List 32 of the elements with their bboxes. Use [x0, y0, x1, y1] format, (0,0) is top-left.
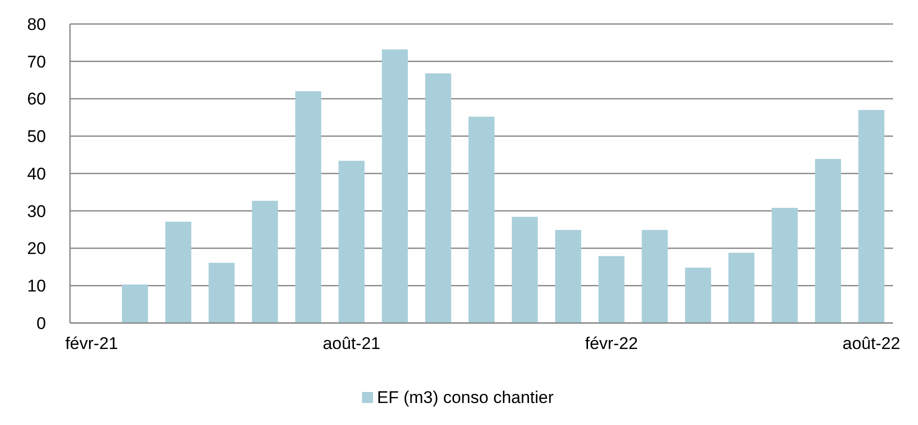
x-tick-label: août-22: [842, 334, 900, 353]
y-tick-label: 70: [27, 52, 46, 72]
bar: [122, 284, 148, 323]
bar: [165, 222, 192, 323]
bar: [252, 200, 278, 323]
bar: [642, 230, 668, 323]
y-tick-label: 50: [27, 127, 46, 146]
y-tick-label: 0: [36, 314, 46, 333]
legend-label: EF (m3) conso chantier: [377, 388, 554, 407]
bar: [685, 268, 712, 323]
y-tick-label: 60: [27, 90, 46, 109]
bar: [772, 208, 798, 323]
y-tick-label: 20: [27, 239, 46, 258]
bar: [208, 262, 235, 323]
bar: [338, 160, 365, 323]
bar: [815, 158, 842, 323]
bar: [512, 216, 538, 323]
bar: [858, 110, 884, 323]
bar: [728, 252, 754, 323]
bar: [382, 49, 408, 323]
x-tick-label: août-21: [322, 334, 380, 353]
y-tick-label: 80: [27, 14, 46, 34]
y-tick-label: 30: [27, 202, 46, 221]
bar: [598, 256, 624, 323]
y-tick-label: 10: [27, 276, 46, 296]
y-tick-label: 40: [27, 164, 46, 184]
x-tick-label: févr-21: [65, 334, 118, 353]
bar: [295, 91, 322, 323]
bar: [555, 230, 582, 323]
bar: [425, 73, 452, 323]
x-tick-label: févr-22: [584, 334, 638, 353]
bar: [468, 116, 494, 323]
